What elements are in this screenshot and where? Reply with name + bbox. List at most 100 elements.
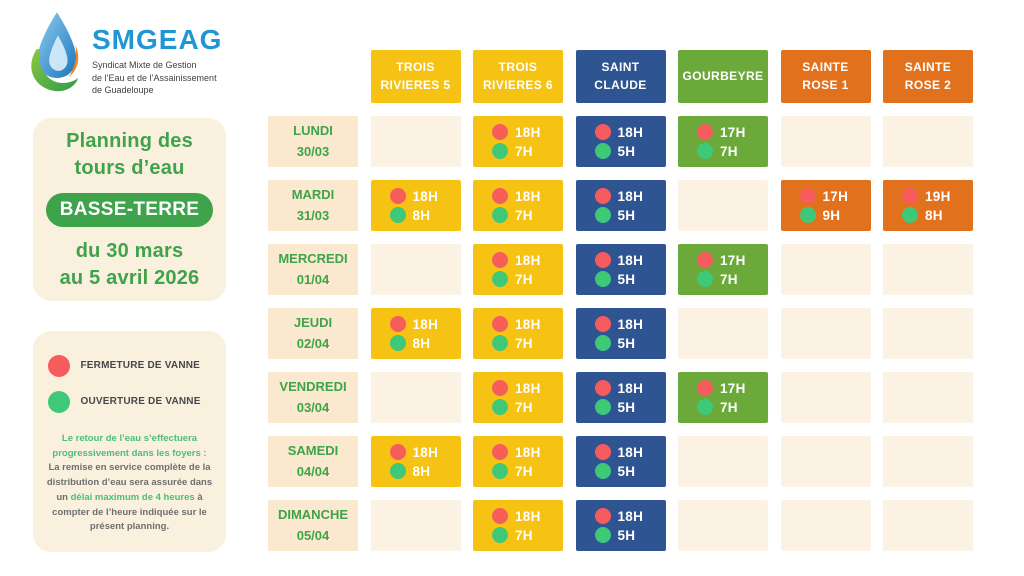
valve-open-time: 8H xyxy=(412,463,431,479)
schedule-cell-empty xyxy=(883,436,973,487)
valve-close-row: 18H xyxy=(576,316,666,332)
valve-close-time: 18H xyxy=(412,444,439,460)
schedule-cell-filled: 18H 7H xyxy=(473,116,563,167)
valve-close-time: 19H xyxy=(925,188,951,204)
valve-close-row: 18H xyxy=(576,508,666,524)
schedule-cell-filled: 18H 5H xyxy=(575,244,666,295)
zone-header-gourbeyre: GOURBEYRE xyxy=(678,50,768,103)
valve-open-dot-icon xyxy=(594,527,611,543)
valve-close-row: 18H xyxy=(576,252,666,268)
schedule-cell-filled: 17H 7H xyxy=(678,116,768,167)
valve-close-time: 18H xyxy=(617,124,644,140)
schedule-cell-filled: 18H 5H xyxy=(575,180,666,231)
valve-close-time: 18H xyxy=(617,316,644,332)
note-green-2: délai maximum de 4 heures xyxy=(70,491,195,503)
valve-open-time: 5H xyxy=(617,271,636,287)
valve-close-time: 18H xyxy=(412,188,439,204)
valve-close-dot-icon xyxy=(389,444,406,460)
legend-panel: FERMETURE DE VANNE OUVERTURE DE VANNE Le… xyxy=(33,331,226,552)
schedule-cell-empty xyxy=(370,244,461,295)
water-drop-leaf-icon xyxy=(31,12,79,92)
valve-open-time: 7H xyxy=(720,271,738,287)
valve-close-row: 18H xyxy=(473,444,563,460)
schedule-cell-filled: 18H 7H xyxy=(473,308,563,359)
grid-corner-spacer xyxy=(268,50,358,103)
valve-close-row: 18H xyxy=(576,444,666,460)
valve-open-row: 8H xyxy=(883,207,973,223)
valve-open-time: 7H xyxy=(515,271,533,287)
day-label: MARDI 31/03 xyxy=(268,180,358,231)
valve-close-time: 18H xyxy=(515,444,541,460)
valve-open-time: 5H xyxy=(617,463,636,479)
valve-close-dot-icon xyxy=(594,252,611,268)
valve-close-time: 18H xyxy=(515,124,541,140)
territory-badge: BASSE-TERRE xyxy=(45,192,214,227)
valve-close-row: 18H xyxy=(473,508,563,524)
valve-open-row: 5H xyxy=(576,143,666,159)
valve-close-time: 18H xyxy=(515,188,541,204)
schedule-cell-filled: 18H 8H xyxy=(370,180,461,231)
brand-name: SMGEAG xyxy=(92,24,223,55)
legend-close-label: FERMETURE DE VANNE xyxy=(80,360,201,372)
valve-close-row: 17H xyxy=(678,252,768,268)
valve-close-row: 17H xyxy=(678,380,768,396)
valve-close-time: 18H xyxy=(617,508,644,524)
valve-open-time: 7H xyxy=(515,527,533,543)
valve-open-row: 7H xyxy=(473,271,563,287)
valve-close-dot-icon xyxy=(594,380,611,396)
valve-open-time: 7H xyxy=(720,399,738,415)
valve-open-time: 7H xyxy=(720,143,738,159)
valve-open-dot-icon xyxy=(594,463,611,479)
valve-open-row: 7H xyxy=(473,399,563,415)
schedule-cell-filled: 18H 5H xyxy=(575,436,666,487)
smgeag-logo: SMGEAG Syndicat Mixte de Gestion de l’Ea… xyxy=(26,10,222,97)
schedule-cell-empty xyxy=(678,500,768,551)
schedule-cell-filled: 18H 5H xyxy=(575,500,666,551)
valve-close-time: 17H xyxy=(720,252,746,268)
schedule-cell-empty xyxy=(780,436,871,487)
zone-header-trois-rivieres-6: TROIS RIVIERES 6 xyxy=(473,50,563,103)
note-green-1: Le retour de l’eau s’effectuera progress… xyxy=(52,432,207,459)
valve-close-time: 17H xyxy=(720,124,746,140)
valve-open-row: 5H xyxy=(576,463,666,479)
valve-open-row: 8H xyxy=(371,335,461,351)
valve-close-dot-icon xyxy=(594,316,611,332)
valve-open-time: 5H xyxy=(617,207,636,223)
valve-close-row: 18H xyxy=(576,188,666,204)
schedule-cell-filled: 19H 8H xyxy=(883,180,973,231)
valve-open-time: 5H xyxy=(617,143,636,159)
schedule-cell-filled: 17H 9H xyxy=(780,180,871,231)
valve-close-time: 18H xyxy=(515,316,541,332)
schedule-cell-filled: 18H 5H xyxy=(575,116,666,167)
schedule-cell-filled: 18H 8H xyxy=(370,436,461,487)
schedule-cell-filled: 17H 7H xyxy=(678,372,768,423)
valve-open-time: 7H xyxy=(515,143,533,159)
valve-close-row: 18H xyxy=(371,316,461,332)
schedule-cell-empty xyxy=(678,436,768,487)
valve-open-time: 9H xyxy=(822,207,841,223)
valve-close-dot-icon xyxy=(492,316,508,332)
legend-open-dot-icon xyxy=(47,390,70,413)
zone-header-saint-claude: SAINT CLAUDE xyxy=(575,50,666,103)
valve-close-row: 18H xyxy=(473,124,563,140)
valve-close-row: 18H xyxy=(473,188,563,204)
valve-open-row: 7H xyxy=(678,399,768,415)
schedule-cell-empty xyxy=(883,372,973,423)
valve-open-row: 7H xyxy=(473,335,563,351)
schedule-cell-filled: 18H 8H xyxy=(370,308,461,359)
day-label: DIMANCHE 05/04 xyxy=(268,500,358,551)
legend-item-open: OUVERTURE DE VANNE xyxy=(47,390,212,413)
schedule-cell-empty xyxy=(370,116,461,167)
valve-open-dot-icon xyxy=(902,207,918,223)
schedule-cell-empty xyxy=(370,372,461,423)
schedule-cell-empty xyxy=(883,308,973,359)
schedule-cell-empty xyxy=(883,500,973,551)
valve-close-row: 18H xyxy=(371,444,461,460)
schedule-cell-empty xyxy=(780,372,871,423)
valve-close-row: 18H xyxy=(371,188,461,204)
note-gray-2: à compter de l’heure indiquée sur le pré… xyxy=(52,491,207,533)
valve-close-dot-icon xyxy=(902,188,918,204)
valve-open-row: 5H xyxy=(576,399,666,415)
valve-open-time: 5H xyxy=(617,399,636,415)
valve-open-dot-icon xyxy=(697,399,713,415)
